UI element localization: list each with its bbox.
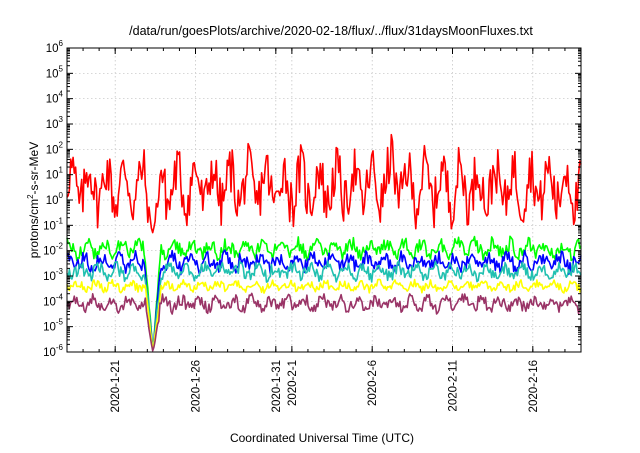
y-tick-label: 10-5 [43,318,63,334]
y-tick-label: 10-2 [43,242,63,258]
x-tick-label: 2020-1-31 [271,360,283,412]
y-tick-label: 102 [46,140,64,156]
y-tick-label: 103 [46,115,64,131]
x-tick-label: 2020-1-26 [191,360,203,412]
y-tick-label: 104 [46,90,64,106]
chart-title: /data/run/goesPlots/archive/2020-02-18/f… [129,24,533,38]
y-tick-label: 10-4 [43,292,63,308]
x-tick-label: 2020-2-6 [367,360,379,406]
series-line [66,235,582,350]
axes: 10-6 10-5 10-4 10-3 10-2 10-1 100 101 102 103 104 1… [43,39,582,412]
y-tick-label: 100 [46,191,64,207]
y-tick-label: 10-6 [43,343,63,359]
x-tick-label: 2020-2-1 [287,360,299,406]
y-tick-label: 106 [46,39,64,55]
y-tick-label: 10-3 [43,267,63,283]
series-line [66,278,582,351]
x-axis-label: Coordinated Universal Time (UTC) [230,431,414,445]
y-tick-label: 10-1 [43,216,63,232]
x-tick-label: 2020-1-21 [110,360,122,412]
y-tick-label: 105 [46,64,64,80]
series-layer [66,133,582,352]
y-axis-label: protons/cm2-s-sr-MeV [26,142,41,258]
series-line [66,133,582,234]
x-tick-label: 2020-2-16 [528,360,540,412]
y-tick-label: 101 [46,166,64,182]
x-tick-label: 2020-2-11 [448,360,460,412]
series-line [66,292,582,352]
